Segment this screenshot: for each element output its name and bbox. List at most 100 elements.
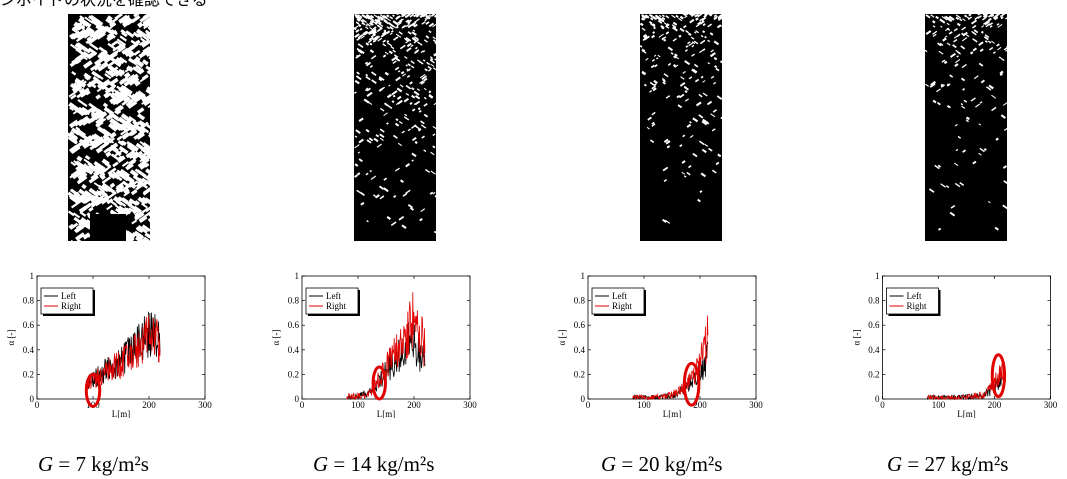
speckle — [69, 119, 79, 129]
speckle — [115, 186, 124, 194]
speckle — [965, 34, 970, 38]
speckle — [406, 47, 412, 52]
speckle — [979, 48, 984, 53]
speckle — [125, 92, 136, 100]
speckle — [391, 56, 398, 62]
speckle — [712, 109, 717, 113]
legend-shadow-right — [644, 290, 646, 316]
speckle — [120, 84, 128, 92]
speckle — [116, 135, 123, 141]
y-tick-label: 1 — [581, 271, 586, 281]
speckle — [713, 16, 718, 21]
speckle — [434, 58, 436, 63]
y-tick-label: 0.4 — [868, 345, 880, 355]
speckle — [406, 38, 411, 42]
speckle — [379, 107, 385, 112]
speckle — [690, 36, 695, 40]
speckle — [647, 116, 652, 121]
speckle — [689, 18, 695, 24]
speckle — [136, 226, 143, 233]
speckle — [674, 64, 679, 68]
speckle — [419, 73, 426, 79]
speckle — [396, 14, 401, 16]
speckle — [662, 218, 667, 223]
speckle — [129, 180, 139, 188]
speckle — [643, 83, 647, 87]
speckle — [101, 25, 112, 34]
speckle — [675, 14, 679, 18]
speckle — [357, 23, 362, 28]
speckle — [354, 91, 357, 94]
speckle — [701, 17, 707, 22]
speckle — [77, 24, 86, 31]
speckle — [680, 76, 685, 80]
speckle — [356, 189, 361, 194]
mass-flux-symbol: G — [313, 452, 329, 476]
speckle — [663, 178, 668, 183]
speckle — [409, 101, 413, 105]
speckle — [80, 138, 91, 147]
speckle — [398, 215, 405, 221]
speckle — [137, 68, 145, 75]
speckle — [405, 163, 411, 168]
speckle — [356, 71, 360, 75]
speckle — [418, 14, 423, 15]
speckle — [955, 16, 960, 21]
speckle — [689, 134, 694, 139]
speckle — [140, 38, 150, 48]
speckle — [121, 131, 131, 140]
speckle — [143, 191, 148, 196]
speckle — [69, 222, 79, 230]
speckle — [649, 89, 653, 93]
speckle — [132, 31, 140, 38]
speckle — [653, 83, 657, 87]
speckle — [113, 60, 122, 68]
speckle — [417, 41, 423, 46]
speckle — [133, 14, 142, 18]
speckle — [978, 123, 982, 126]
speckle — [984, 20, 991, 26]
speckle — [378, 77, 383, 82]
void-photo — [354, 14, 436, 241]
speckle — [118, 145, 129, 155]
speckle — [87, 162, 93, 168]
speckle — [433, 51, 436, 57]
speckle — [665, 15, 670, 19]
speckle — [383, 102, 389, 107]
speckle — [393, 36, 399, 41]
speckle — [697, 198, 701, 203]
speckle — [96, 87, 102, 93]
speckle — [360, 201, 365, 206]
speckle — [414, 140, 418, 145]
mass-flux-caption: G = 27 kg/m²s — [887, 452, 1008, 476]
y-axis-label: α [-] — [852, 330, 862, 346]
speckle — [949, 74, 954, 78]
speckle — [643, 34, 648, 39]
speckle — [355, 75, 362, 81]
speckle — [106, 199, 113, 205]
speckle — [147, 68, 150, 75]
speckle — [81, 106, 90, 114]
speckle — [983, 20, 989, 25]
legend-shadow-right — [93, 290, 95, 316]
y-tick-label: 0.4 — [574, 345, 586, 355]
highlight-ellipse — [990, 353, 1007, 399]
speckle — [409, 207, 415, 211]
speckle — [375, 19, 380, 24]
speckle — [425, 14, 429, 18]
speckle — [974, 16, 980, 21]
speckle — [365, 24, 368, 27]
speckle — [114, 174, 120, 180]
speckle — [145, 145, 150, 155]
speckle — [651, 58, 656, 62]
speckle — [141, 224, 150, 232]
speckle — [685, 45, 689, 48]
speckle — [83, 72, 92, 80]
speckle — [147, 102, 150, 109]
speckle — [77, 99, 88, 108]
speckle — [97, 186, 106, 193]
speckle — [108, 87, 115, 93]
speckle — [690, 14, 697, 17]
speckle — [146, 173, 150, 181]
speckle — [88, 53, 96, 60]
